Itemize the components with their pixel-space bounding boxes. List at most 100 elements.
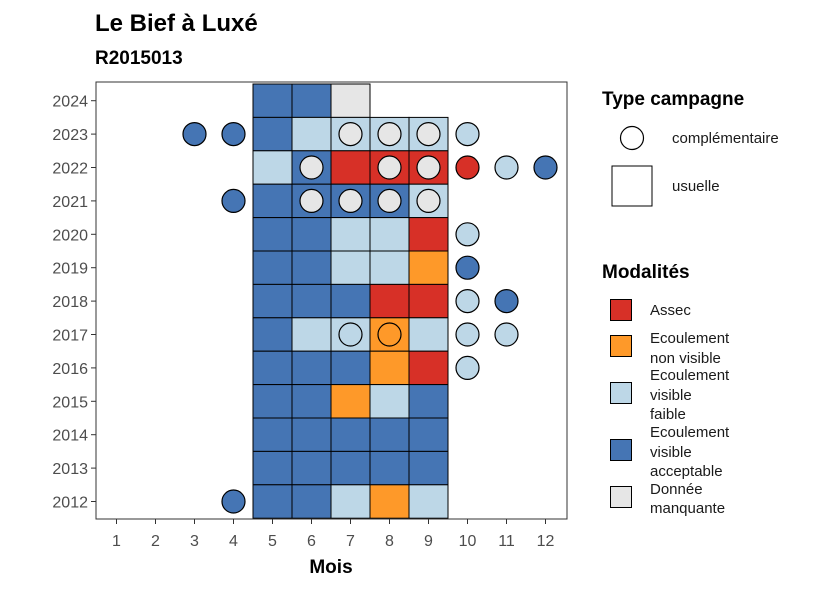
tile-2019-7: [330, 250, 371, 285]
tile-2013-8: [369, 450, 410, 486]
point-2022-9: [416, 155, 441, 180]
point-2023-10: [455, 122, 480, 147]
tile-2019-6: [291, 250, 332, 285]
x-tick-label-8: 8: [385, 533, 394, 550]
tile-2014-9: [408, 417, 449, 452]
point-2012-4: [221, 489, 246, 514]
x-tick-label-3: 3: [190, 533, 199, 550]
x-tick-label-1: 1: [112, 533, 121, 550]
point-2023-4: [221, 122, 246, 147]
tile-2014-6: [291, 417, 332, 452]
legend-label-faible-3: faible: [650, 406, 686, 423]
tile-2018-6: [291, 283, 332, 319]
x-tick-label-10: 10: [459, 533, 477, 550]
legend-label-acceptable-1: Ecoulement: [650, 424, 730, 441]
legend-key-manquante: [610, 486, 632, 508]
legend-label-faible-1: Ecoulement: [650, 367, 730, 384]
tile-2017-5: [252, 317, 293, 352]
tile-2024-7: [330, 83, 371, 118]
y-tick-label-2015: 2015: [52, 394, 88, 411]
tile-2024-5: [252, 83, 293, 118]
y-tick-label-2023: 2023: [52, 127, 88, 144]
point-2022-8: [377, 155, 402, 180]
tile-2014-7: [330, 417, 371, 452]
tile-2015-6: [291, 384, 332, 419]
point-2023-9: [416, 122, 441, 147]
legend-label-acceptable-2: visible: [650, 444, 692, 461]
legend-label-manquante-2: manquante: [650, 500, 725, 517]
x-tick-label-11: 11: [498, 533, 515, 550]
point-2023-8: [377, 122, 402, 147]
tile-2015-9: [408, 384, 449, 419]
point-2017-7: [338, 322, 363, 347]
tile-2020-6: [291, 217, 332, 252]
legend-type-title: Type campagne: [602, 89, 744, 110]
point-2023-3: [182, 122, 207, 147]
tile-2014-5: [252, 417, 293, 452]
tile-2012-6: [291, 484, 332, 519]
legend-label-acceptable-3: acceptable: [650, 463, 723, 480]
y-tick-label-2014: 2014: [52, 428, 88, 445]
tile-2018-5: [252, 283, 293, 319]
y-tick-label-2022: 2022: [52, 161, 88, 178]
x-axis-title: Mois: [309, 557, 352, 578]
legend-key-nonvisible: [610, 335, 632, 357]
legend-label-complementaire: complémentaire: [672, 130, 779, 147]
tile-2015-8: [369, 384, 410, 419]
point-2022-6: [299, 155, 324, 180]
tile-2020-7: [330, 217, 371, 252]
point-2017-11: [494, 322, 519, 347]
tile-2023-6: [291, 116, 332, 152]
x-tick-label-9: 9: [424, 533, 433, 550]
point-2022-11: [494, 155, 519, 180]
y-tick-label-2020: 2020: [52, 227, 88, 244]
point-2021-4: [221, 188, 246, 213]
legend-key-usuelle: [611, 165, 653, 207]
point-2022-12: [533, 155, 558, 180]
legend-key-complementaire: [619, 125, 645, 151]
complementary-campaign-points: [182, 122, 558, 514]
tile-2018-9: [408, 283, 449, 319]
tile-2012-9: [408, 484, 449, 519]
x-tick-label-2: 2: [151, 533, 160, 550]
legend-label-nonvisible-2: non visible: [650, 350, 721, 367]
tile-2024-6: [291, 83, 332, 118]
legend-key-assec: [610, 299, 632, 321]
tile-2016-9: [408, 350, 449, 386]
x-tick-label-6: 6: [307, 533, 316, 550]
point-2016-10: [455, 355, 480, 380]
x-axis: 1 2 3 4 5 6 7 8 9 10 11 12: [112, 519, 555, 550]
tile-2014-8: [369, 417, 410, 452]
y-tick-label-2012: 2012: [52, 495, 88, 512]
legend-key-acceptable: [610, 439, 632, 461]
tile-2015-7: [330, 384, 371, 419]
tile-2017-6: [291, 317, 332, 352]
tile-2019-9: [408, 250, 449, 285]
point-2021-6: [299, 188, 324, 213]
x-tick-label-5: 5: [268, 533, 277, 550]
point-2018-11: [494, 289, 519, 314]
tile-2013-5: [252, 450, 293, 486]
point-2023-7: [338, 122, 363, 147]
y-tick-label-2017: 2017: [52, 328, 88, 345]
point-2019-10: [455, 255, 480, 280]
point-2017-10: [455, 322, 480, 347]
point-2022-10: [455, 155, 480, 180]
point-2017-8: [377, 322, 402, 347]
point-2021-8: [377, 188, 402, 213]
x-tick-label-4: 4: [229, 533, 238, 550]
tile-2016-6: [291, 350, 332, 386]
y-tick-label-2018: 2018: [52, 294, 88, 311]
plot-border: [95, 81, 568, 520]
tile-2012-8: [369, 484, 410, 519]
tile-2018-7: [330, 283, 371, 319]
tile-2012-5: [252, 484, 293, 519]
legend-label-manquante-1: Donnée: [650, 481, 703, 498]
legend-label-assec-1: Assec: [650, 302, 691, 319]
tile-2019-8: [369, 250, 410, 285]
y-tick-label-2016: 2016: [52, 361, 88, 378]
legend-modalites-title: Modalités: [602, 262, 690, 283]
tile-2021-5: [252, 183, 293, 219]
